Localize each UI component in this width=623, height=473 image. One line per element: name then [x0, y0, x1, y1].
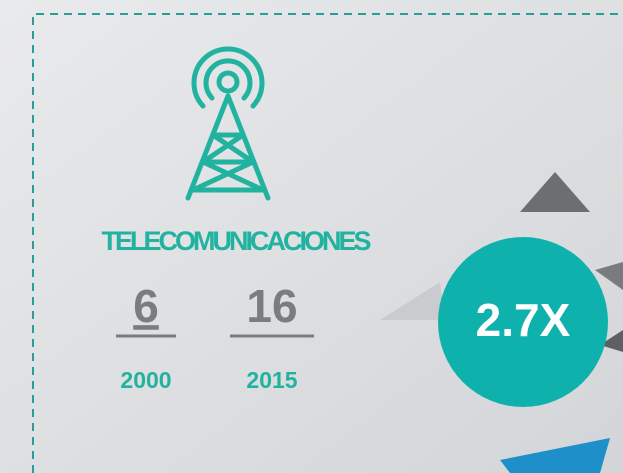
stat-year: 2000 [120, 367, 171, 393]
growth-label: 2.7X [476, 294, 571, 346]
stat-value: 16 [246, 280, 297, 332]
stat-value: 6 [133, 280, 159, 332]
stat-year: 2015 [246, 367, 297, 393]
triangle [595, 262, 623, 290]
triangle [600, 330, 623, 352]
triangle [380, 282, 445, 320]
sector-title: TELECOMUNICACIONES [101, 226, 370, 256]
triangle [500, 438, 610, 473]
growth-circle [438, 237, 608, 407]
tower-icon [185, 46, 271, 201]
triangle [520, 172, 590, 212]
